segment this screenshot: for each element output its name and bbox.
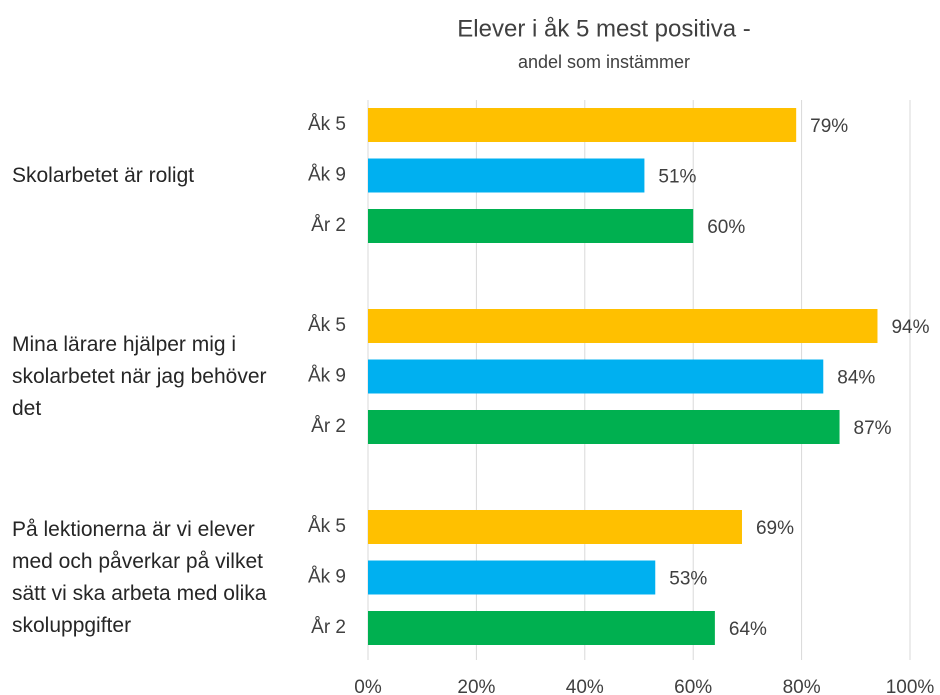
value-label: 69%	[756, 518, 794, 539]
bar	[368, 209, 694, 243]
bar	[368, 108, 797, 142]
value-label: 87%	[854, 418, 892, 439]
bar	[368, 359, 824, 394]
series-label: Åk 9	[308, 165, 346, 186]
series-label: År 2	[311, 617, 346, 638]
series-label: År 2	[311, 215, 346, 236]
series-label: Åk 9	[308, 567, 346, 588]
category-label: Skolarbetet är roligt	[12, 163, 195, 187]
value-label: 94%	[891, 317, 929, 338]
x-tick-label: 40%	[566, 677, 604, 695]
bar	[368, 611, 715, 645]
series-label: Åk 5	[308, 114, 346, 135]
chart-subtitle: andel som instämmer	[518, 52, 690, 72]
value-label: 79%	[810, 116, 848, 137]
category-label: På lektionerna är vi elever med och påve…	[12, 517, 267, 637]
chart-title: Elever i åk 5 mest positiva -	[457, 15, 750, 42]
x-tick-label: 60%	[674, 677, 712, 695]
category-label: Mina lärare hjälper mig i skolarbetet nä…	[12, 332, 267, 420]
x-tick-label: 20%	[457, 677, 495, 695]
series-label: År 2	[311, 416, 346, 437]
value-label: 53%	[669, 569, 707, 590]
bar	[368, 560, 656, 595]
value-label: 84%	[837, 368, 875, 389]
x-tick-label: 100%	[886, 677, 935, 695]
bar	[368, 510, 742, 544]
series-label: Åk 5	[308, 315, 346, 336]
x-tick-label: 80%	[783, 677, 821, 695]
series-label: Åk 5	[308, 516, 346, 537]
value-label: 64%	[729, 619, 767, 640]
bar	[368, 158, 645, 193]
bar	[368, 410, 840, 444]
value-label: 60%	[707, 217, 745, 238]
x-tick-label: 0%	[354, 677, 382, 695]
value-label: 51%	[658, 167, 696, 188]
series-label: Åk 9	[308, 366, 346, 387]
bar	[368, 309, 878, 343]
